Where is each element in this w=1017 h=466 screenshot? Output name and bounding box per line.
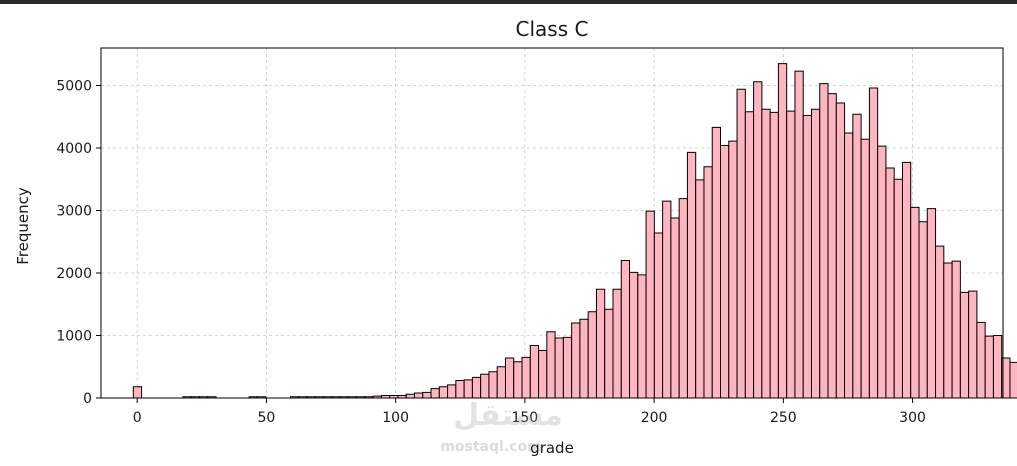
histogram-bar: [761, 108, 771, 399]
x-tick-label: 50: [257, 410, 275, 426]
histogram-bar: [430, 388, 440, 399]
histogram-bar: [405, 393, 416, 399]
y-tick-label: 2000: [56, 266, 92, 282]
histogram-bar: [538, 350, 548, 399]
histogram-bar: [554, 337, 564, 399]
histogram-bar: [579, 318, 589, 399]
histogram-bar: [455, 380, 465, 399]
histogram-bar: [496, 366, 506, 399]
y-ticks: 0 1000 2000 3000 4000 5000: [56, 79, 101, 407]
x-tick-label: 0: [133, 410, 142, 426]
y-tick-label: 5000: [56, 79, 92, 95]
histogram-bar: [935, 245, 945, 399]
watermark-url: mostaql.com: [440, 439, 541, 455]
histogram-bar: [810, 108, 821, 399]
histogram-bar: [463, 379, 473, 399]
histogram-bar: [670, 217, 680, 399]
x-axis-label: grade: [530, 439, 574, 457]
histogram-bar: [827, 93, 837, 399]
y-tick-label: 4000: [56, 141, 92, 157]
y-tick-label: 3000: [56, 204, 92, 220]
histogram-bar: [802, 115, 812, 399]
x-tick-label: 200: [641, 410, 668, 426]
histogram-bar: [852, 113, 862, 399]
histogram-bar: [877, 145, 887, 399]
histogram-bar: [414, 392, 424, 399]
histogram-bar: [786, 110, 796, 399]
histogram-bar: [835, 102, 846, 399]
histogram-bar: [447, 384, 457, 399]
histogram-bar: [910, 206, 920, 399]
watermark-logo: مستقل: [453, 398, 563, 433]
histogram-bar: [943, 262, 953, 399]
histogram-bar: [521, 356, 531, 399]
histogram-bar: [504, 357, 515, 399]
histogram-bar: [480, 373, 490, 399]
histogram-bar: [132, 386, 143, 399]
histogram-bar: [736, 88, 746, 399]
histogram-bar: [844, 132, 854, 399]
histogram-bar: [629, 271, 639, 399]
histogram-bar: [513, 361, 523, 399]
histogram-bar: [703, 166, 713, 399]
histogram-bar: [926, 208, 937, 399]
histogram-bar: [868, 87, 879, 399]
histogram-bar: [720, 145, 730, 399]
x-ticks: 0 50 100 150 200 250 300: [133, 398, 926, 426]
y-tick-label: 0: [83, 391, 92, 407]
y-tick-label: 1000: [56, 329, 92, 345]
histogram-bar: [686, 151, 697, 399]
x-tick-label: 150: [511, 410, 538, 426]
histogram-bar: [769, 111, 779, 399]
histogram-bar: [637, 274, 647, 399]
histogram-bar: [728, 140, 738, 399]
bars: [132, 63, 1017, 399]
histogram-bar: [587, 311, 597, 399]
histogram-bar: [744, 111, 755, 399]
histogram-bar: [653, 232, 664, 399]
histogram-bar: [471, 376, 482, 399]
histogram-bar: [438, 386, 449, 399]
histogram-bar: [546, 331, 556, 399]
histogram-bar: [678, 198, 688, 399]
histogram-bar: [794, 70, 804, 399]
histogram-bar: [645, 210, 655, 399]
x-tick-label: 250: [770, 410, 797, 426]
histogram-bar: [595, 288, 606, 399]
histogram-bar: [695, 179, 705, 399]
x-tick-label: 300: [899, 410, 926, 426]
watermark: مستقل mostaql.com: [440, 398, 563, 455]
histogram-bar: [753, 81, 763, 399]
x-tick-label: 100: [382, 410, 409, 426]
plot-frame: [100, 47, 1004, 399]
histogram-bar: [885, 167, 895, 399]
histogram-bar: [662, 200, 672, 399]
window-top-bar: [0, 0, 1017, 4]
histogram-bar: [1009, 361, 1017, 399]
histogram-bar: [984, 335, 994, 399]
histogram-bar: [959, 291, 970, 399]
histogram-bar: [860, 138, 870, 399]
histogram-bar: [422, 391, 432, 399]
histogram-bar: [711, 126, 722, 399]
histogram-bar: [620, 260, 631, 399]
histogram-bar: [968, 290, 978, 399]
y-axis-label: Frequency: [14, 187, 32, 265]
chart-title: Class C: [516, 17, 589, 41]
histogram-bar: [992, 335, 1003, 399]
histogram-bar: [571, 322, 581, 399]
histogram-bar: [951, 260, 961, 399]
histogram-bar: [488, 371, 498, 399]
histogram-bar: [777, 63, 788, 399]
histogram-bar: [918, 221, 928, 399]
histogram-bar: [893, 178, 903, 399]
histogram-bar: [612, 288, 622, 399]
histogram-bar: [529, 345, 540, 399]
histogram-bar: [976, 321, 986, 399]
histogram-bar: [901, 161, 912, 399]
histogram-bar: [604, 308, 614, 399]
histogram-bar: [819, 83, 829, 399]
histogram-bar: [562, 336, 573, 399]
